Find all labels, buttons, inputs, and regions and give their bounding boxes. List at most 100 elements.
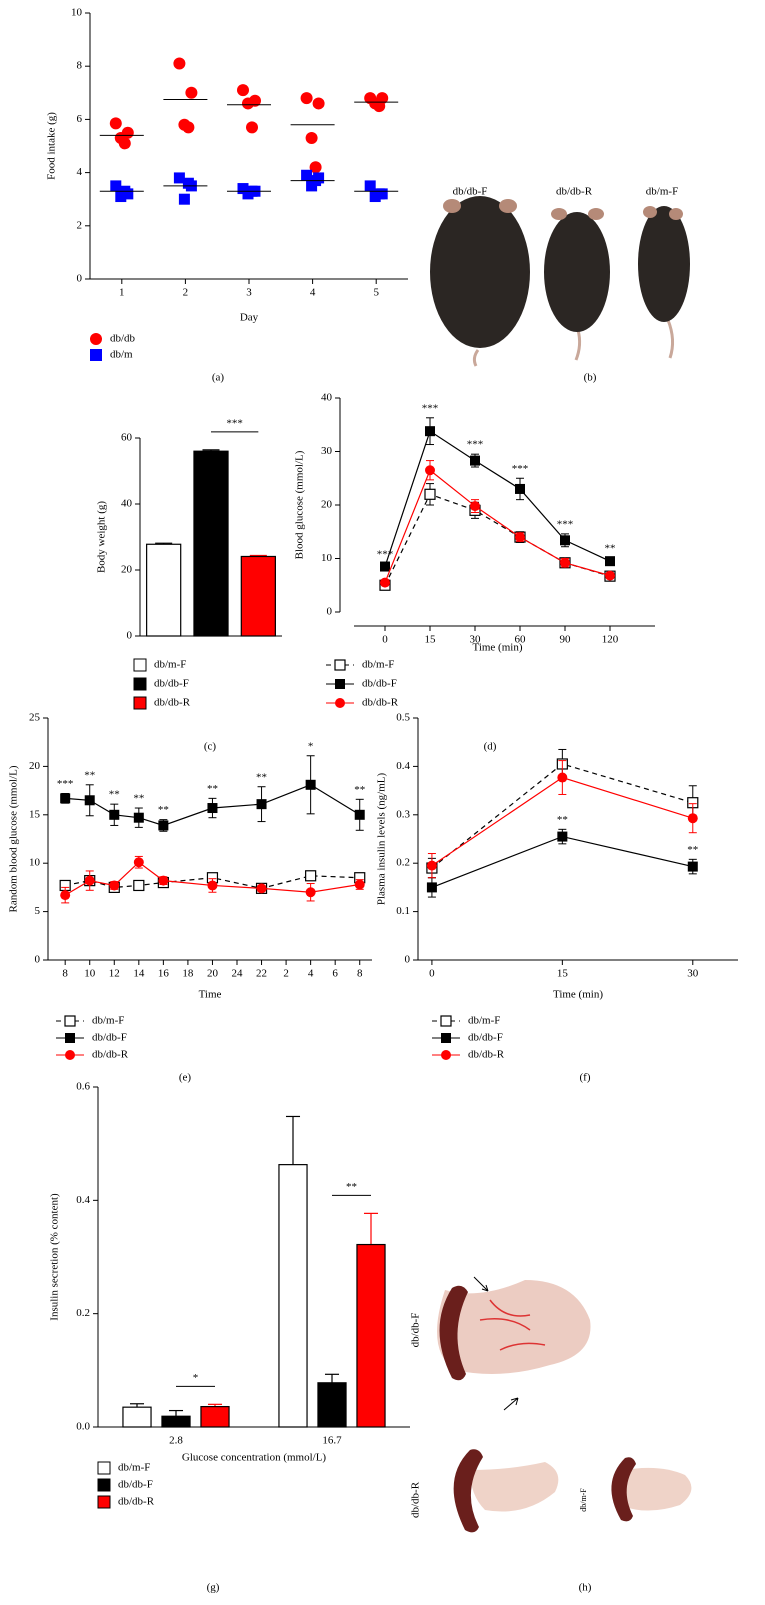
panel-caption: (b) xyxy=(584,372,597,384)
marker xyxy=(173,57,186,70)
y-tick-label: 10 xyxy=(71,7,83,19)
marker xyxy=(380,561,390,572)
y-axis-label: Insulin secretion (% content) xyxy=(49,1193,61,1321)
y-tick-label: 15 xyxy=(29,808,41,820)
legend-label: db/db-F xyxy=(118,1479,153,1491)
bar xyxy=(161,1415,191,1428)
y-tick-label: 0.4 xyxy=(76,1194,90,1206)
legend-swatch xyxy=(133,658,147,672)
marker xyxy=(109,809,120,820)
y-tick-label: 0.6 xyxy=(76,1081,90,1093)
marker xyxy=(605,556,615,567)
marker xyxy=(515,483,525,494)
x-tick-label: 8 xyxy=(62,968,68,980)
legend-label: db/m-F xyxy=(118,1462,150,1474)
x-axis-label: Day xyxy=(240,312,259,324)
legend-marker xyxy=(65,1033,75,1043)
x-tick-label: 3 xyxy=(246,287,252,299)
legend-label: db/db-F xyxy=(92,1032,127,1044)
marker xyxy=(158,820,169,831)
x-tick-label: 20 xyxy=(207,968,219,980)
legend-label: db/db-F xyxy=(362,678,397,690)
significance-label: * xyxy=(193,1372,199,1384)
legend-marker xyxy=(440,1015,452,1027)
legend-marker xyxy=(335,679,345,689)
significance-label: ** xyxy=(109,789,120,801)
ear xyxy=(643,206,657,218)
x-tick-label: 4 xyxy=(308,968,314,980)
y-tick-label: 20 xyxy=(29,760,41,772)
y-tick-label: 30 xyxy=(321,445,333,457)
legend-marker xyxy=(90,333,102,345)
marker xyxy=(425,426,435,437)
legend-marker xyxy=(334,659,346,671)
ear xyxy=(551,208,567,220)
x-tick-label: 30 xyxy=(470,634,482,646)
panel-caption: (d) xyxy=(484,741,497,753)
tissue xyxy=(470,1462,559,1512)
marker xyxy=(312,97,325,110)
bar xyxy=(356,1243,386,1428)
legend-label: db/db xyxy=(110,333,136,345)
marker xyxy=(133,857,144,868)
y-tick-label: 0 xyxy=(77,273,83,285)
x-tick-label: 16 xyxy=(158,968,170,980)
x-tick-label: 2 xyxy=(183,287,189,299)
bar xyxy=(122,1406,152,1428)
marker xyxy=(364,180,376,192)
ear xyxy=(499,199,517,213)
significance-label: ** xyxy=(84,769,95,781)
mouse xyxy=(544,212,610,332)
marker xyxy=(373,100,386,113)
marker xyxy=(687,813,698,824)
legend-marker xyxy=(64,1015,76,1027)
y-tick-label: 10 xyxy=(321,552,333,564)
legend-label: db/db-R xyxy=(154,697,191,709)
x-tick-label: 12 xyxy=(109,968,120,980)
significance-label: *** xyxy=(377,548,394,560)
y-tick-label: 10 xyxy=(29,857,41,869)
y-tick-label: 0 xyxy=(405,954,411,966)
marker xyxy=(237,84,249,97)
marker xyxy=(109,880,120,891)
marker xyxy=(373,188,385,200)
y-axis-label: Food intake (g) xyxy=(46,112,58,180)
significance-label: *** xyxy=(557,518,574,530)
x-tick-label: 0 xyxy=(429,968,435,980)
x-axis-label: Time (min) xyxy=(472,642,522,654)
ear xyxy=(669,208,683,220)
spleen xyxy=(439,1285,468,1381)
mouse xyxy=(638,206,690,322)
x-tick-label: 15 xyxy=(425,634,437,646)
marker xyxy=(60,793,71,804)
marker xyxy=(605,570,615,581)
marker xyxy=(133,879,145,892)
bar xyxy=(200,1405,230,1428)
x-tick-label: 8 xyxy=(357,968,363,980)
photo-label: db/db-F xyxy=(410,1313,422,1348)
marker xyxy=(301,169,313,181)
legend-swatch xyxy=(133,677,147,691)
x-tick-label: 15 xyxy=(557,968,569,980)
legend-label: db/db-R xyxy=(468,1049,505,1061)
legend-swatch xyxy=(133,696,147,710)
legend-label: db/db-R xyxy=(362,697,399,709)
y-axis-label: Blood glucose (mmol/L) xyxy=(294,450,306,559)
x-tick-label: 14 xyxy=(133,968,145,980)
tissue xyxy=(437,1280,591,1374)
y-tick-label: 60 xyxy=(121,432,133,444)
x-tick-label: 2 xyxy=(283,968,289,980)
marker xyxy=(687,861,698,872)
y-tick-label: 0.4 xyxy=(396,760,410,772)
y-tick-label: 40 xyxy=(321,392,333,404)
y-tick-label: 20 xyxy=(121,564,133,576)
vessels xyxy=(479,1299,546,1351)
marker xyxy=(242,97,254,110)
marker xyxy=(84,795,95,806)
legend-marker xyxy=(90,349,102,361)
tissue xyxy=(620,1467,692,1511)
significance-label: ** xyxy=(158,804,169,816)
y-tick-label: 0 xyxy=(327,606,333,618)
marker xyxy=(182,177,194,189)
